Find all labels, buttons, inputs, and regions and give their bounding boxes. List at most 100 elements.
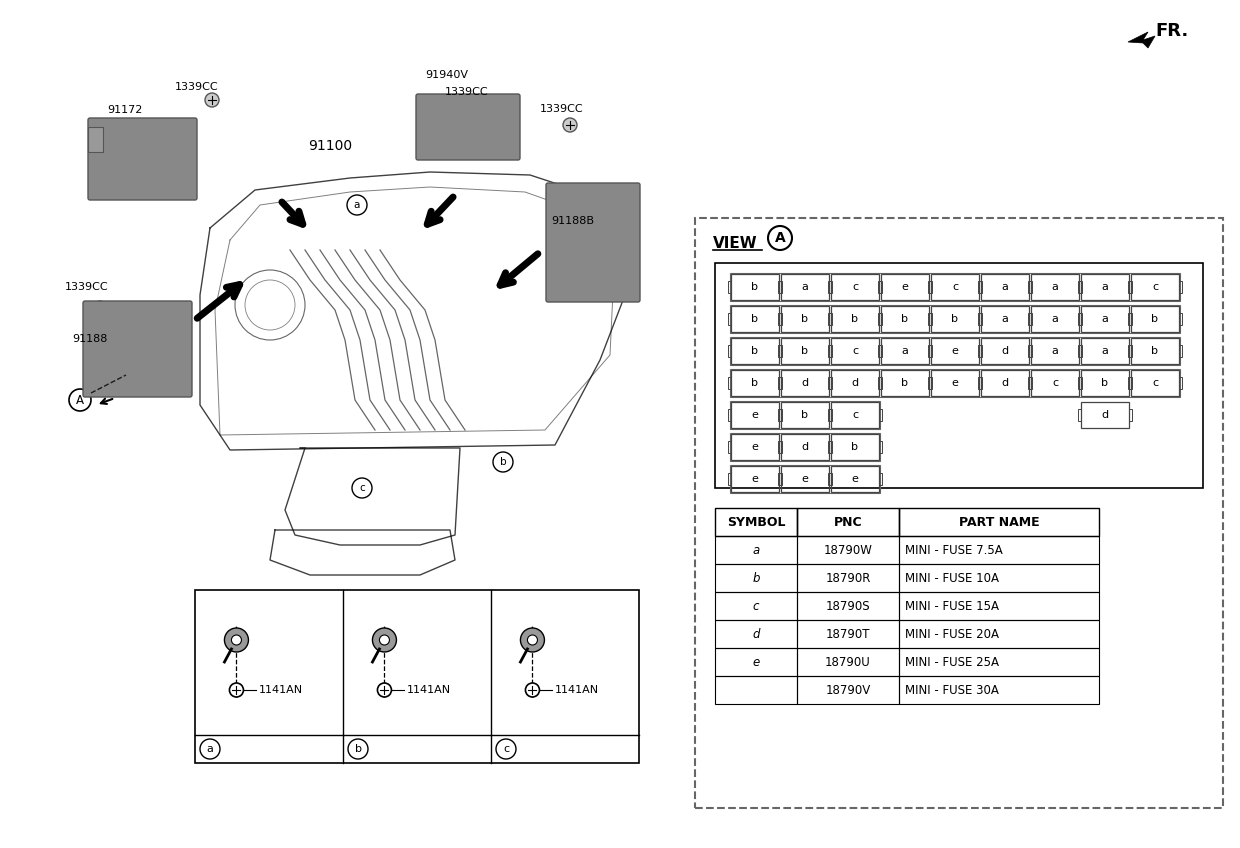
- Text: a: a: [353, 200, 360, 210]
- Bar: [1078, 345, 1081, 357]
- Bar: [879, 409, 882, 421]
- Bar: [978, 345, 981, 357]
- Text: MINI - FUSE 7.5A: MINI - FUSE 7.5A: [905, 544, 1003, 556]
- Circle shape: [372, 628, 397, 652]
- Text: 91188B: 91188B: [551, 216, 594, 226]
- Bar: [981, 370, 1029, 396]
- Text: A: A: [76, 393, 84, 406]
- Bar: [1128, 313, 1131, 325]
- Text: b: b: [753, 572, 760, 584]
- Bar: [899, 536, 1099, 564]
- Bar: [828, 281, 831, 293]
- Text: c: c: [952, 282, 959, 292]
- Bar: [1128, 345, 1131, 357]
- Text: b: b: [1152, 314, 1158, 324]
- Bar: [1028, 377, 1030, 389]
- Bar: [830, 345, 832, 357]
- Circle shape: [527, 635, 537, 645]
- Text: b: b: [751, 378, 759, 388]
- Bar: [777, 345, 781, 357]
- Text: b: b: [801, 410, 808, 420]
- Text: b: b: [852, 442, 858, 452]
- Text: a: a: [1002, 282, 1008, 292]
- Text: 1141AN: 1141AN: [554, 685, 599, 695]
- Bar: [715, 536, 797, 564]
- Bar: [1079, 377, 1083, 389]
- Bar: [728, 473, 732, 485]
- Bar: [1131, 306, 1179, 332]
- Text: PART NAME: PART NAME: [959, 516, 1039, 528]
- Bar: [879, 313, 882, 325]
- Bar: [715, 564, 797, 592]
- Bar: [781, 338, 830, 364]
- Bar: [715, 676, 797, 704]
- Bar: [1030, 370, 1079, 396]
- Bar: [728, 441, 732, 453]
- Bar: [728, 281, 732, 293]
- Text: 18790U: 18790U: [825, 656, 870, 668]
- Bar: [730, 465, 880, 493]
- Bar: [1081, 338, 1128, 364]
- Bar: [929, 313, 932, 325]
- Bar: [929, 377, 932, 389]
- Bar: [779, 377, 782, 389]
- Bar: [981, 274, 1029, 300]
- Bar: [831, 402, 879, 428]
- Text: 18790S: 18790S: [826, 600, 870, 612]
- Text: e: e: [751, 474, 759, 484]
- Bar: [928, 345, 931, 357]
- Bar: [715, 592, 797, 620]
- Bar: [732, 306, 779, 332]
- Text: b: b: [355, 744, 362, 754]
- Bar: [879, 473, 882, 485]
- Text: 18790T: 18790T: [826, 628, 870, 640]
- Text: 91188: 91188: [72, 334, 108, 344]
- Circle shape: [521, 628, 544, 652]
- Text: b: b: [852, 314, 858, 324]
- Bar: [715, 620, 797, 648]
- Bar: [1179, 313, 1182, 325]
- Text: c: c: [503, 744, 510, 754]
- Bar: [728, 345, 732, 357]
- Bar: [980, 377, 982, 389]
- Bar: [830, 409, 832, 421]
- Bar: [831, 370, 879, 396]
- Bar: [1078, 281, 1081, 293]
- Text: 18790V: 18790V: [826, 683, 870, 696]
- Bar: [980, 313, 982, 325]
- Bar: [1029, 313, 1032, 325]
- Bar: [732, 338, 779, 364]
- Text: b: b: [751, 346, 759, 356]
- Text: 91940V: 91940V: [425, 70, 467, 80]
- Bar: [779, 409, 782, 421]
- Text: MINI - FUSE 10A: MINI - FUSE 10A: [905, 572, 999, 584]
- Bar: [929, 281, 932, 293]
- Bar: [88, 127, 103, 152]
- Bar: [797, 508, 899, 536]
- Bar: [1128, 377, 1131, 389]
- Text: a: a: [1002, 314, 1008, 324]
- Text: d: d: [852, 378, 858, 388]
- Bar: [779, 281, 782, 293]
- Text: a: a: [1101, 282, 1109, 292]
- Bar: [831, 434, 879, 460]
- Bar: [878, 345, 880, 357]
- Text: 1339CC: 1339CC: [64, 282, 109, 292]
- Bar: [781, 306, 830, 332]
- Bar: [1081, 306, 1128, 332]
- Text: c: c: [852, 410, 858, 420]
- Bar: [730, 369, 1180, 397]
- Text: 1141AN: 1141AN: [407, 685, 450, 695]
- Bar: [781, 434, 830, 460]
- Bar: [779, 345, 782, 357]
- Bar: [1128, 409, 1132, 421]
- Bar: [1131, 338, 1179, 364]
- Bar: [1128, 281, 1131, 293]
- Bar: [728, 409, 732, 421]
- Circle shape: [229, 683, 243, 697]
- Bar: [828, 377, 831, 389]
- Bar: [730, 401, 880, 429]
- Bar: [779, 313, 782, 325]
- Bar: [830, 313, 832, 325]
- Bar: [1028, 313, 1030, 325]
